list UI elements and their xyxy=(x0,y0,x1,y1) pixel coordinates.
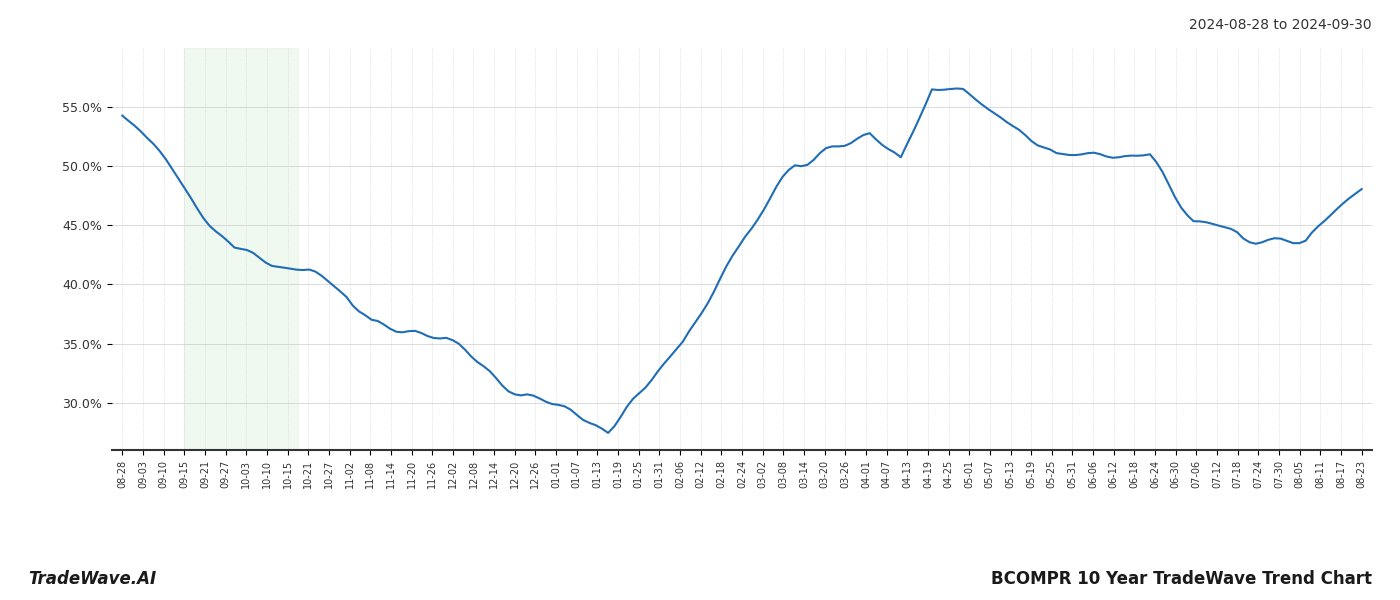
Text: TradeWave.AI: TradeWave.AI xyxy=(28,570,157,588)
Text: BCOMPR 10 Year TradeWave Trend Chart: BCOMPR 10 Year TradeWave Trend Chart xyxy=(991,570,1372,588)
Text: 2024-08-28 to 2024-09-30: 2024-08-28 to 2024-09-30 xyxy=(1190,18,1372,32)
Bar xyxy=(185,48,298,450)
